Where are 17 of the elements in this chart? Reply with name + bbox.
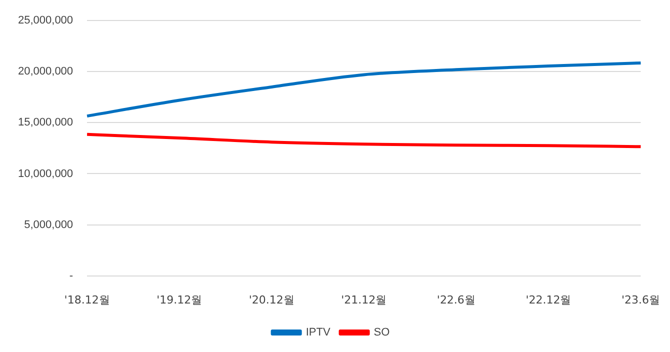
x-tick-label: '23.6월 [621,293,660,306]
legend-label: IPTV [306,326,331,339]
line-series [86,61,642,118]
line-series [86,132,642,148]
x-tick-label: '21.12월 [341,293,387,306]
y-tick-label: 15,000,000 [18,116,74,129]
x-tick-label: '18.12월 [64,293,110,306]
x-tick-label: '19.12월 [156,293,202,306]
y-tick-label: 5,000,000 [24,218,74,231]
y-tick-label: 25,000,000 [18,14,74,27]
y-tick-label: 10,000,000 [18,168,74,180]
x-tick-label: '22.6월 [436,293,476,306]
y-tick-label: 20,000,000 [18,66,74,78]
x-tick-label: '20.12월 [248,293,294,306]
y-tick-label: - [69,270,74,282]
legend-label: SO [374,326,390,339]
x-tick-label: '22.12월 [526,293,572,306]
